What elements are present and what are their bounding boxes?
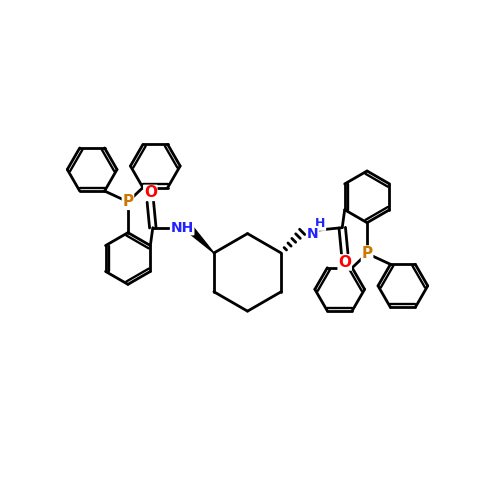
Text: NH: NH (170, 220, 194, 234)
Text: P: P (362, 246, 372, 261)
Text: O: O (338, 255, 351, 270)
Polygon shape (186, 225, 214, 253)
Text: H: H (315, 217, 326, 230)
Text: P: P (122, 194, 134, 210)
Text: N: N (306, 226, 318, 240)
Text: O: O (144, 186, 157, 200)
